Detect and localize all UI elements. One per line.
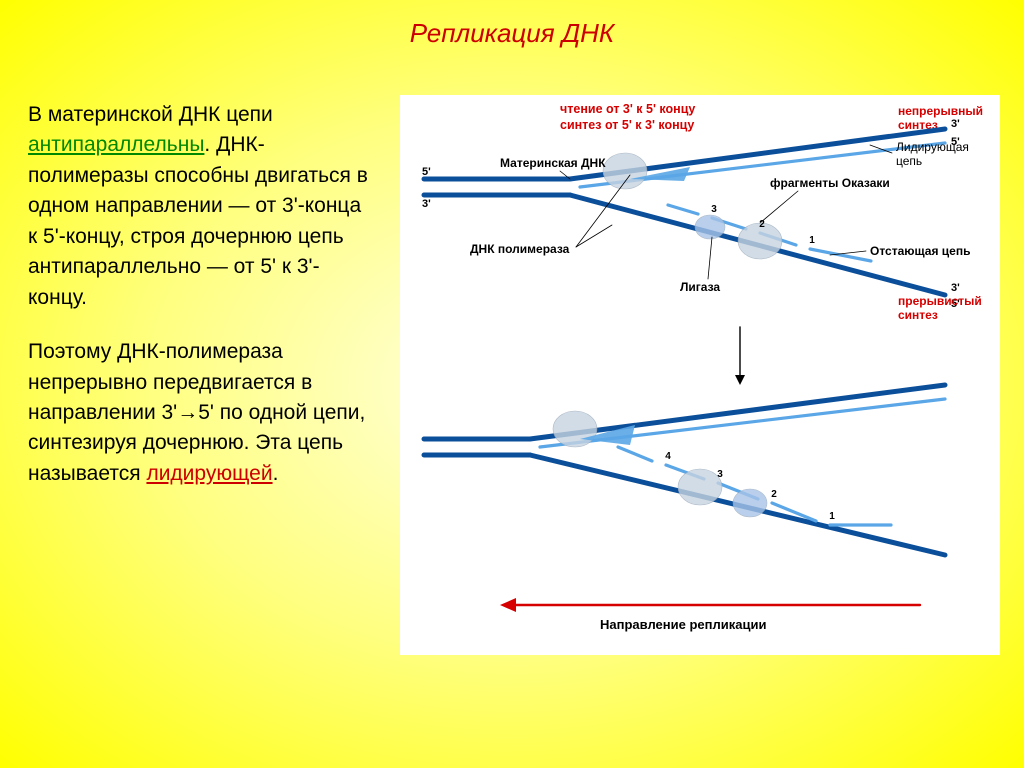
p2-b: . [273,462,279,485]
p1-b: . ДНК-полимеразы способны двигаться в од… [28,133,368,308]
svg-text:синтез от 5' к 3' концу: синтез от 5' к 3' концу [560,118,694,132]
svg-text:фрагменты Оказаки: фрагменты Оказаки [770,176,890,190]
svg-text:чтение от 3' к 5' концу: чтение от 3' к 5' концу [560,102,695,116]
svg-text:непрерывный: непрерывный [898,104,983,118]
svg-text:3': 3' [422,198,431,210]
svg-text:синтез: синтез [898,308,938,322]
svg-text:1: 1 [809,235,815,246]
page-title: Репликация ДНК [0,0,1024,49]
svg-text:прерывистый: прерывистый [898,294,982,308]
svg-text:Направление репликации: Направление репликации [600,617,766,632]
svg-text:ДНК полимераза: ДНК полимераза [470,242,570,256]
svg-text:4: 4 [665,451,671,462]
svg-text:Материнская ДНК: Материнская ДНК [500,156,606,170]
link-leading: лидирующей [146,462,272,485]
svg-text:3: 3 [711,204,717,215]
svg-text:Отстающая цепь: Отстающая цепь [870,244,970,258]
svg-text:5': 5' [422,166,431,178]
svg-text:цепь: цепь [896,154,922,168]
link-antiparallel: антипараллельны [28,133,204,156]
svg-text:3': 3' [951,282,960,294]
svg-text:Лигаза: Лигаза [680,280,720,294]
svg-text:Лидирующая: Лидирующая [896,140,969,154]
svg-text:3: 3 [717,469,723,480]
svg-text:2: 2 [771,489,777,500]
p1-a: В материнской ДНК цепи [28,103,273,126]
svg-text:3': 3' [951,118,960,130]
explanation-text: В материнской ДНК цепи антипараллельны. … [28,100,368,513]
svg-text:1: 1 [829,511,835,522]
replication-diagram: чтение от 3' к 5' концу синтез от 5' к 3'… [400,95,1000,655]
